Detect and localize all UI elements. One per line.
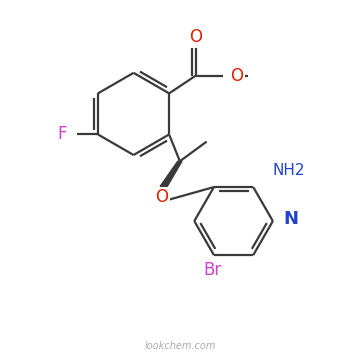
Text: F: F <box>57 125 67 143</box>
Text: N: N <box>284 210 298 228</box>
Text: O: O <box>156 188 168 206</box>
Text: NH2: NH2 <box>273 163 305 179</box>
Polygon shape <box>160 161 182 186</box>
Text: O: O <box>189 28 202 46</box>
Text: Br: Br <box>203 261 221 279</box>
Text: lookchem.com: lookchem.com <box>144 341 216 351</box>
Text: O: O <box>231 67 244 85</box>
